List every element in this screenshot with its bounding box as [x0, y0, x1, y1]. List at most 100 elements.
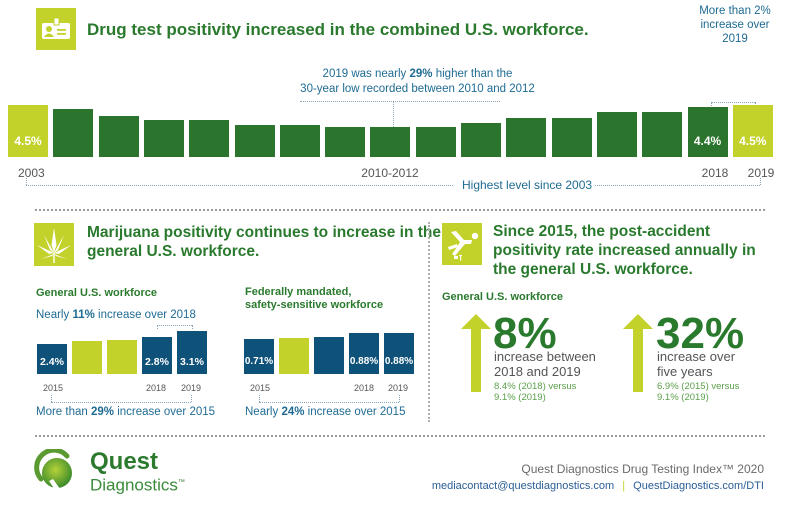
- bottom-bracket-right: [760, 178, 761, 185]
- bar-2013: [461, 122, 501, 157]
- general-bottom-bracket-right: [191, 395, 192, 402]
- general-top-note-suffix: increase over 2018: [94, 309, 196, 321]
- bottom-bracket-line-right: [595, 185, 760, 186]
- low-bracket-line: [300, 101, 500, 102]
- bar-2004: [53, 109, 94, 157]
- tick-2010-2012: 2010-2012: [361, 166, 419, 180]
- section3-title-line3: the general U.S. workforce.: [493, 261, 693, 278]
- federal-bottom-note-suffix: increase over 2015: [304, 406, 406, 418]
- federal-tick-2019: 2019: [387, 383, 409, 393]
- high-annotation: More than 2% increase over 2019: [685, 4, 785, 46]
- stat2-desc-line2: five years: [657, 364, 713, 379]
- highest-level-note: Highest level since 2003: [462, 178, 593, 192]
- bottom-bracket-left: [26, 178, 27, 185]
- federal-heading-line2: safety-sensitive workforce: [245, 299, 384, 311]
- bar-2016: [279, 338, 309, 374]
- bar-2003: [8, 105, 48, 157]
- section-divider-vertical: [428, 222, 430, 422]
- section-divider-2: [35, 435, 765, 437]
- stat1-fine-line1: 8.4% (2018) versus: [494, 381, 577, 392]
- logo-diagnostics-text: Diagnostics: [90, 475, 178, 495]
- arrow-up-icon: [623, 314, 653, 392]
- low-annotation: 2019 was nearly 29% higher than the 30-y…: [295, 67, 540, 97]
- stat1-desc: increase between 2018 and 2019: [494, 349, 596, 379]
- index-title: Quest Diagnostics Drug Testing Index™ 20…: [521, 462, 764, 476]
- general-bottom-bracket-left: [51, 395, 52, 402]
- section2-title-line2: general U.S. workforce.: [87, 243, 260, 260]
- general-bottom-note-prefix: More than: [36, 406, 91, 418]
- general-tick-2015: 2015: [42, 383, 64, 393]
- tick-2003: 2003: [18, 166, 45, 180]
- bar-value-label: 4.5%: [14, 134, 42, 148]
- bar-2008: [234, 124, 275, 157]
- general-top-bracket: [157, 325, 192, 326]
- bar-2016: [72, 341, 102, 374]
- bar-2018: [687, 107, 728, 157]
- footer-separator: |: [622, 480, 626, 492]
- bar-value-label: 2.8%: [145, 356, 169, 368]
- email-link[interactable]: mediacontact@questdiagnostics.com: [431, 480, 615, 492]
- bar-2019: [732, 105, 773, 157]
- tick-2019: 2019: [747, 166, 775, 180]
- bar-2017: [642, 111, 683, 157]
- bar-2019: [384, 333, 414, 374]
- bar-2015: [244, 339, 274, 374]
- federal-bottom-bracket-left: [259, 395, 260, 402]
- bar-2015: [551, 118, 592, 157]
- falling-person-icon: [442, 223, 482, 265]
- chart-marijuana-general: 2.4% 2.8% 3.1%: [37, 331, 207, 374]
- stat1-value: 8%: [493, 309, 557, 358]
- general-tick-2018: 2018: [145, 383, 167, 393]
- bar-2012: [415, 127, 456, 157]
- low-annotation-line2: 30-year low recorded between 2010 and 20…: [300, 83, 535, 95]
- tick-2018: 2018: [701, 166, 729, 180]
- federal-bottom-bracket: [259, 402, 399, 403]
- general-bottom-bracket: [51, 402, 191, 403]
- federal-bottom-bracket-right: [399, 395, 400, 402]
- website-link[interactable]: QuestDiagnostics.com/DTI: [633, 480, 764, 492]
- section3-title: Since 2015, the post-accident positivity…: [493, 222, 756, 279]
- general-top-note-prefix: Nearly: [36, 309, 73, 321]
- bar-2018: [349, 333, 379, 374]
- federal-bottom-note-bold: 24%: [281, 406, 305, 418]
- bar-value-label: 2.4%: [40, 356, 64, 368]
- bar-2010: [325, 127, 366, 157]
- stat2-desc-line1: increase over: [657, 349, 736, 364]
- chart-marijuana-federal: 0.71% 0.88% 0.88%: [244, 333, 414, 374]
- bar-value-label: 3.1%: [180, 356, 204, 368]
- stat2-desc: increase over five years: [657, 349, 735, 379]
- bar-value-label: 0.71%: [244, 356, 274, 367]
- bar-2015: [37, 344, 67, 374]
- stat1-fine: 8.4% (2018) versus 9.1% (2019): [494, 381, 576, 403]
- general-bottom-note-suffix: increase over 2015: [114, 406, 216, 418]
- stat2-fine-line1: 6.9% (2015) versus: [657, 381, 740, 392]
- bar-2017: [107, 340, 137, 374]
- high-annotation-line2: increase over: [700, 19, 770, 31]
- general-workforce-heading: General U.S. workforce: [36, 287, 158, 299]
- high-bracket-left: [711, 102, 712, 108]
- chart-combined-workforce: 4.5% 4.4% 4.5%: [0, 0, 800, 200]
- bar-2009: [279, 124, 320, 157]
- general-top-bracket-right: [192, 325, 193, 329]
- quest-logo-icon: [33, 447, 81, 497]
- logo-word-quest: Quest: [90, 448, 159, 475]
- section1-title: Drug test positivity increased in the co…: [87, 20, 589, 39]
- section2-title-line1: Marijuana positivity continues to increa…: [87, 224, 441, 241]
- bar-value-label: 0.88%: [384, 356, 414, 367]
- bar-2019: [177, 331, 207, 374]
- general-top-bracket-left: [157, 325, 158, 329]
- quest-logo-text: Quest Diagnostics™: [90, 450, 185, 495]
- bar-2016: [596, 111, 637, 157]
- low-annotation-prefix: 2019 was nearly: [322, 68, 410, 80]
- bar-value-label: 4.4%: [693, 134, 722, 148]
- section2-title: Marijuana positivity continues to increa…: [87, 223, 441, 261]
- bar-2007: [189, 120, 230, 157]
- stat1-desc-line2: 2018 and 2019: [494, 364, 581, 379]
- high-annotation-line3: 2019: [722, 33, 748, 45]
- general-bottom-note: More than 29% increase over 2015: [36, 406, 215, 418]
- federal-tick-2018: 2018: [353, 383, 375, 393]
- stat2-fine: 6.9% (2015) versus 9.1% (2019): [657, 381, 739, 403]
- cannabis-leaf-icon: [34, 223, 74, 266]
- bar-2011: [370, 127, 411, 157]
- stat2-value: 32%: [656, 309, 745, 358]
